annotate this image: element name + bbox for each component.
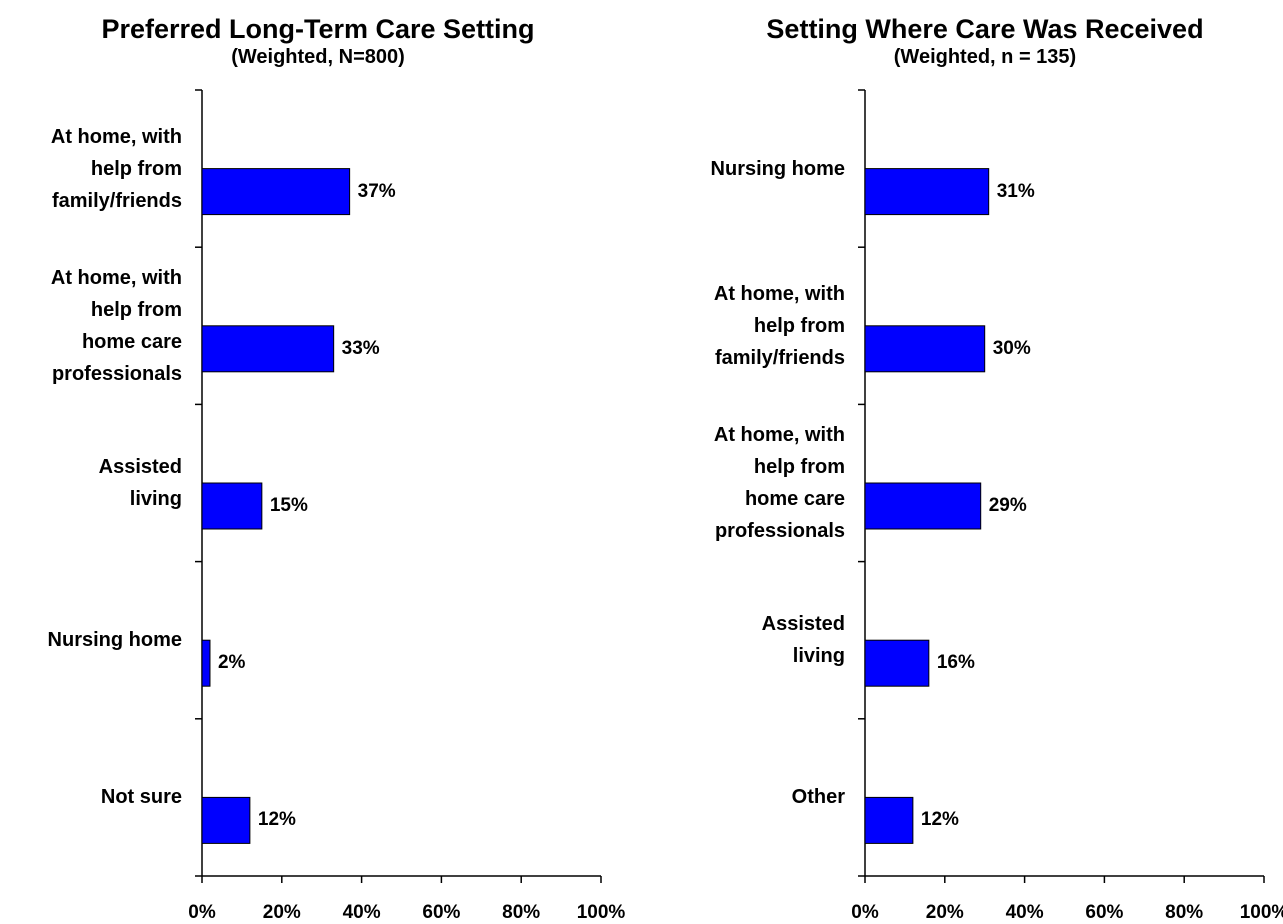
value-label: 31% <box>996 180 1035 202</box>
bar <box>864 639 930 687</box>
x-tick-label: 40% <box>1005 902 1044 923</box>
category-label: Nursing home <box>47 629 182 652</box>
value-label: 16% <box>936 652 975 674</box>
category-label: Nursing home <box>710 157 845 180</box>
x-tick-label: 60% <box>422 902 461 923</box>
bar <box>864 796 914 844</box>
bar <box>201 796 251 844</box>
x-tick-label: 0% <box>188 902 216 923</box>
x-tick-label: 100% <box>576 902 626 923</box>
value-label: 30% <box>992 337 1031 359</box>
x-tick-label: 20% <box>262 902 301 923</box>
x-tick-label: 20% <box>925 902 964 923</box>
value-label: 33% <box>341 337 380 359</box>
x-tick-label: 80% <box>502 902 541 923</box>
category-label: At home, with help from family/friends <box>713 282 845 369</box>
category-label: At home, with help from home care profes… <box>713 424 845 542</box>
chart-title: Preferred Long-Term Care Setting <box>101 14 535 44</box>
x-tick-label: 0% <box>851 902 879 923</box>
bar <box>201 168 351 216</box>
value-label: 12% <box>257 809 296 831</box>
value-label: 12% <box>920 809 959 831</box>
value-label: 29% <box>988 495 1027 516</box>
chart-title: Setting Where Care Was Received <box>766 14 1204 44</box>
category-label: At home, with help from home care profes… <box>50 266 182 385</box>
bar <box>201 639 211 687</box>
x-tick-label: 60% <box>1085 902 1124 923</box>
x-tick-label: 100% <box>1239 902 1283 923</box>
bar <box>201 325 335 373</box>
category-label: Assisted living <box>761 613 845 668</box>
category-label: Not sure <box>100 786 182 809</box>
bar <box>864 325 986 373</box>
value-label: 2% <box>217 652 246 674</box>
bar <box>864 168 990 216</box>
category-label: Assisted living <box>98 456 182 510</box>
chart-subtitle: (Weighted, N=800) <box>231 46 405 68</box>
x-tick-label: 80% <box>1165 902 1204 923</box>
category-label: At home, with help from family/friends <box>50 125 182 212</box>
value-label: 37% <box>357 180 396 202</box>
chart-subtitle: (Weighted, n = 135) <box>893 46 1077 68</box>
x-tick-label: 40% <box>342 902 381 923</box>
bar <box>201 482 263 530</box>
value-label: 15% <box>269 495 308 516</box>
category-label: Other <box>791 786 845 809</box>
bar <box>864 482 982 530</box>
